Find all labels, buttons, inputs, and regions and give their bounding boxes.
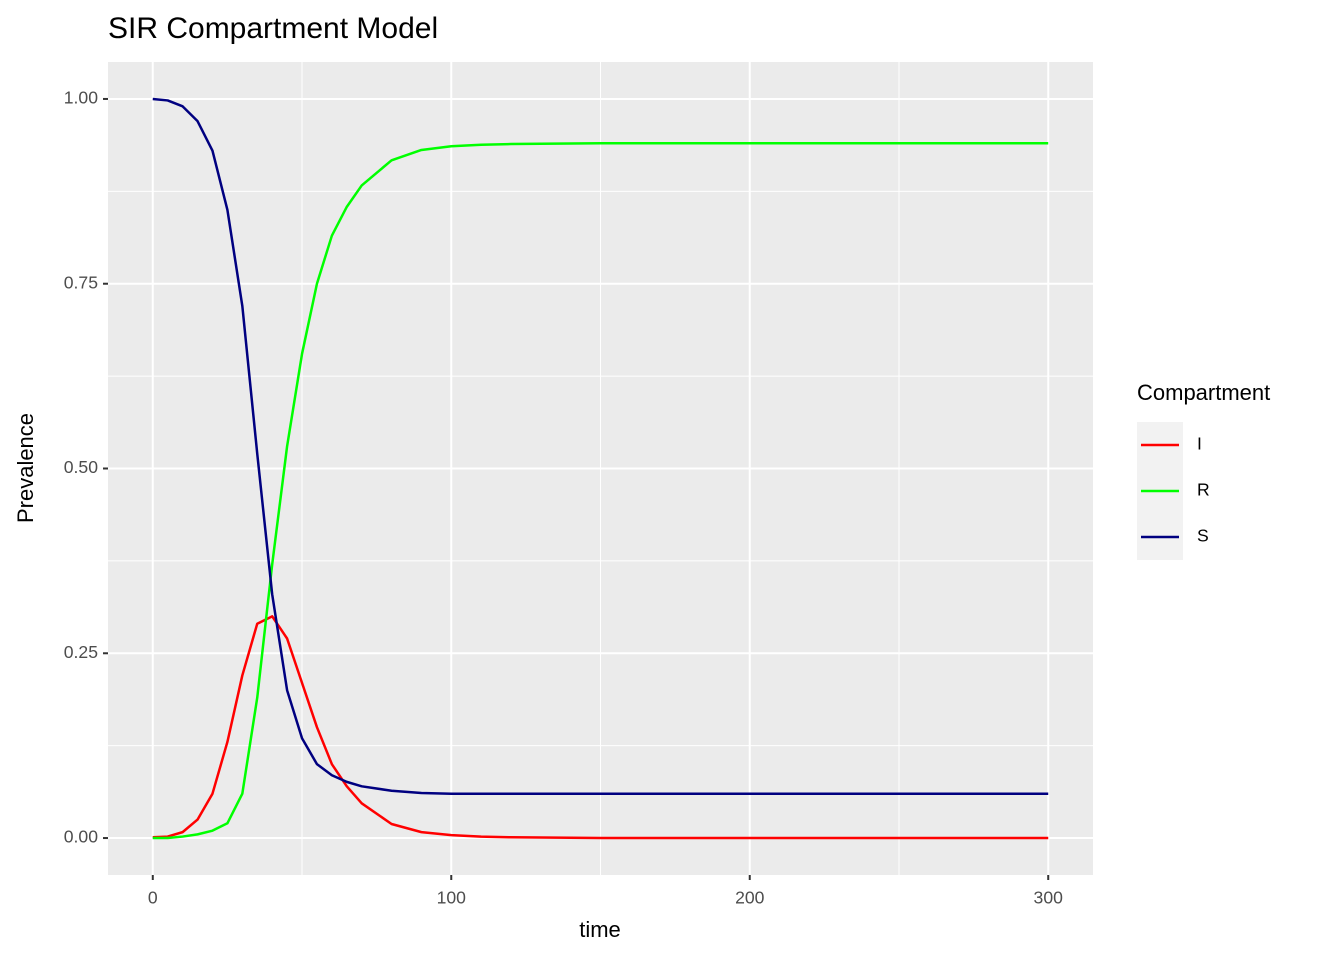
x-tick-label: 0 <box>148 888 158 908</box>
y-tick-label: 0.75 <box>64 272 98 292</box>
chart-title: SIR Compartment Model <box>108 12 438 45</box>
legend-title: Compartment <box>1137 380 1270 405</box>
x-tick-label: 200 <box>735 888 765 908</box>
legend-label: I <box>1197 434 1202 454</box>
series-line <box>152 97 1049 795</box>
y-axis-label: Prevalence <box>13 413 38 523</box>
y-tick-label: 0.25 <box>64 642 98 662</box>
legend-label: S <box>1197 526 1209 546</box>
y-tick-label: 0.50 <box>64 457 98 477</box>
series-line <box>152 142 1049 840</box>
legend-label: R <box>1197 480 1210 500</box>
x-tick-label: 300 <box>1034 888 1064 908</box>
series-line <box>152 615 1049 840</box>
y-tick-label: 0.00 <box>64 827 98 847</box>
y-tick-label: 1.00 <box>64 88 98 108</box>
x-tick-label: 100 <box>437 888 467 908</box>
x-axis-label: time <box>579 917 621 942</box>
